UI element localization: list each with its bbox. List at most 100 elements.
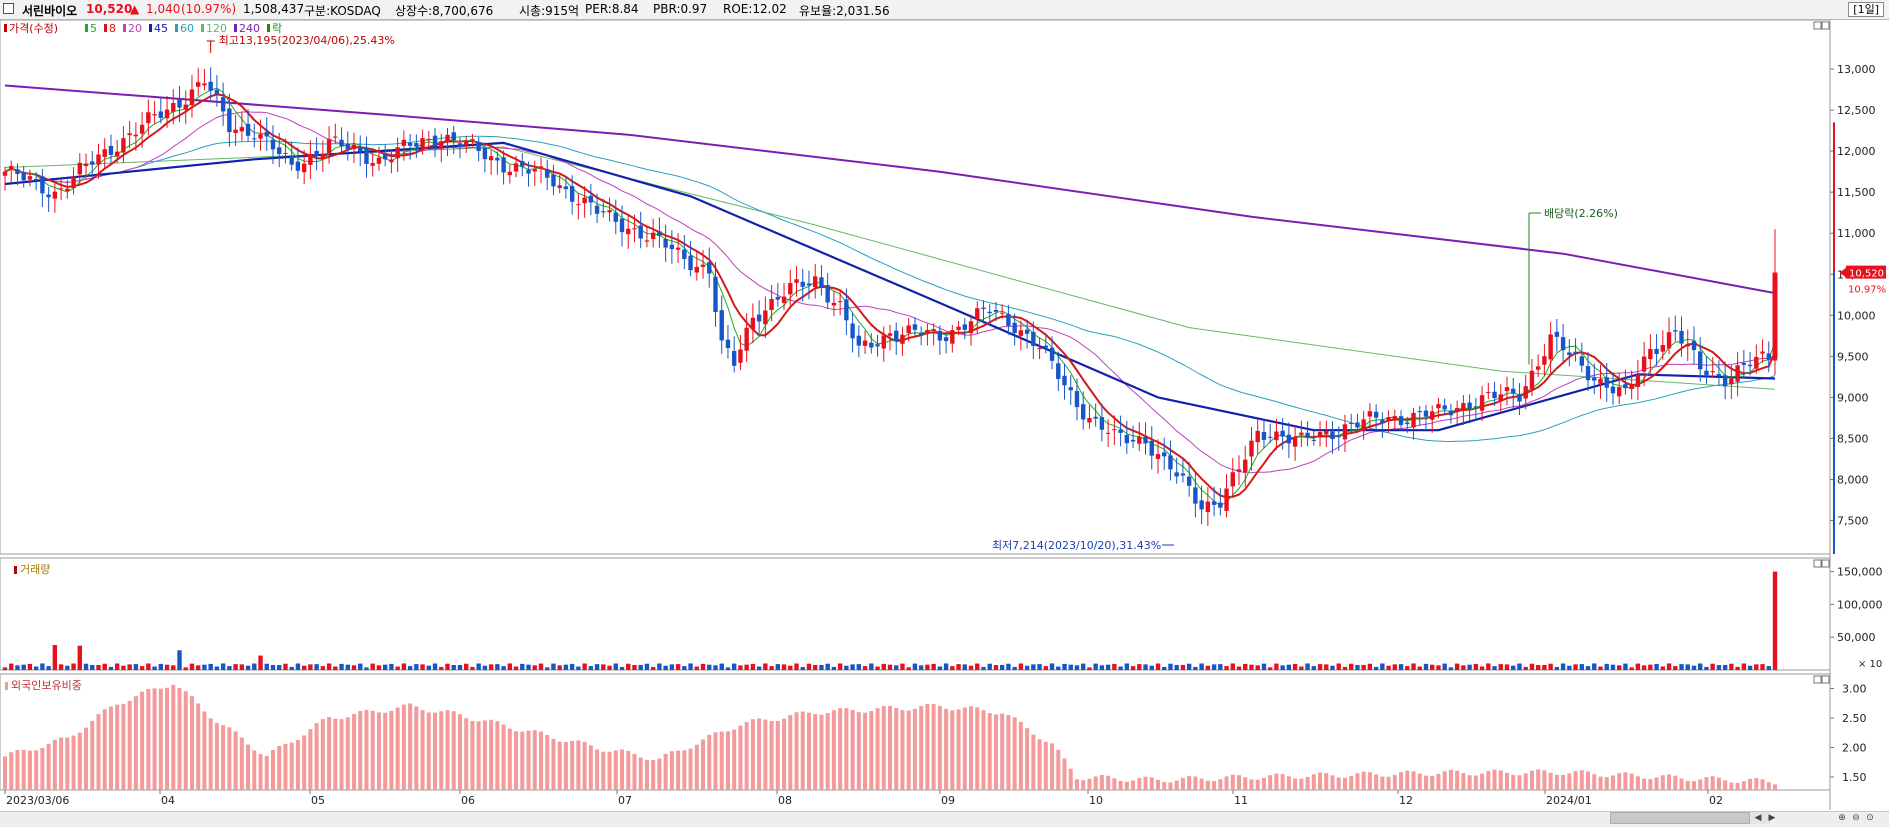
zoom-reset-icon[interactable]: ⊙: [1866, 813, 1874, 823]
candle-body: [1243, 459, 1248, 473]
candle-body: [1149, 440, 1154, 456]
foreign-ratio-bar: [258, 754, 263, 790]
foreign-ratio-bar: [133, 696, 138, 790]
foreign-ratio-bar: [794, 712, 799, 790]
candle-body: [1155, 454, 1161, 459]
volume-bar: [320, 666, 326, 670]
candle-body: [1573, 351, 1578, 355]
candle-body: [65, 188, 70, 191]
candle-body: [1280, 430, 1285, 437]
foreign-ratio-bar: [1667, 774, 1672, 790]
period-selector-button[interactable]: [1일]: [1848, 2, 1884, 17]
volume-bar: [420, 664, 425, 670]
foreign-ratio-bar: [688, 748, 693, 790]
volume-axis-label: 150,000: [1837, 566, 1883, 579]
zoom-in-icon[interactable]: ⊕: [1838, 813, 1846, 823]
foreign-ratio-bar: [1037, 739, 1042, 790]
volume-bar: [644, 663, 650, 670]
foreign-ratio-bar: [426, 712, 431, 790]
volume-bar: [513, 666, 519, 670]
candle-body: [158, 111, 164, 118]
foreign-ratio-bar: [725, 731, 730, 790]
volume-bar: [981, 666, 986, 670]
foreign-ratio-bar: [1230, 774, 1235, 790]
scroll-left-icon[interactable]: ◀: [1754, 813, 1762, 823]
candle-body: [58, 188, 64, 190]
candle-body: [152, 114, 157, 116]
legend-label: 락: [272, 22, 282, 35]
volume-bar: [975, 663, 980, 670]
volume-bar: [912, 663, 918, 670]
foreign-ratio-bar: [1561, 775, 1566, 790]
zoom-out-icon[interactable]: ⊖: [1852, 813, 1860, 823]
panel-minimize-icon: [1813, 21, 1822, 30]
price-axis-label: 11,500: [1837, 186, 1876, 199]
candle-body: [171, 103, 176, 112]
legend-label: 45: [154, 22, 168, 35]
foreign-ratio-bar: [1529, 770, 1534, 790]
scroll-right-icon[interactable]: ▶: [1768, 813, 1776, 823]
volume-bar: [881, 663, 886, 670]
volume-bar: [538, 663, 544, 670]
volume-bar: [258, 655, 263, 670]
foreign-ratio-bar: [1374, 774, 1379, 790]
volume-bar: [906, 667, 911, 670]
volume-bar: [183, 667, 188, 670]
candle-body: [364, 148, 369, 164]
ma20-line: [4, 111, 1776, 474]
candle-body: [1641, 356, 1647, 372]
candle-body: [146, 112, 151, 124]
candle-body: [1461, 403, 1466, 411]
volume-bar: [1548, 663, 1553, 670]
candle-body: [1616, 387, 1622, 397]
candle-body: [725, 339, 731, 349]
foreign-axis-label: 2.50: [1842, 712, 1867, 725]
volume-bar: [1087, 667, 1092, 670]
volume-bar: [613, 663, 618, 670]
candle-body: [308, 154, 313, 165]
foreign-ratio-bar: [1430, 775, 1435, 790]
foreign-ratio-bar: [115, 704, 120, 790]
foreign-ratio-bar: [252, 750, 257, 790]
candle-body: [1660, 345, 1666, 352]
candle-body: [756, 314, 762, 322]
candle-body: [619, 218, 625, 233]
volume-bar: [1168, 663, 1173, 670]
volume-bar: [1411, 663, 1416, 670]
candle-body: [1467, 402, 1472, 409]
foreign-ratio-bar: [1704, 777, 1709, 790]
candle-body: [470, 139, 475, 141]
volume-bar: [694, 666, 699, 670]
foreign-ratio-bar: [1124, 781, 1129, 790]
toggle-checkbox[interactable]: [3, 3, 14, 14]
volume-bar: [1629, 667, 1634, 670]
candle-body: [1311, 439, 1317, 441]
candle-body: [208, 81, 213, 91]
candle-body: [495, 157, 500, 161]
volume-bar: [669, 664, 675, 670]
candle-body: [1523, 386, 1528, 399]
scrollbar-thumb[interactable]: [1610, 812, 1750, 824]
volume-bar: [950, 666, 955, 670]
foreign-ratio-bar: [1355, 773, 1360, 790]
candle-body: [463, 141, 469, 146]
candle-body: [1423, 410, 1429, 417]
candle-body: [501, 157, 506, 173]
foreign-ratio-bar: [1349, 775, 1354, 790]
candle-body: [1087, 418, 1092, 423]
volume-bar: [1498, 664, 1503, 670]
foreign-ratio-bar: [295, 740, 300, 790]
foreign-ratio-bar: [1673, 775, 1678, 790]
foreign-ratio-bar: [1685, 780, 1690, 790]
volume-bar: [1436, 665, 1441, 670]
foreign-ratio-bar: [1249, 779, 1254, 790]
foreign-ratio-bar: [227, 727, 232, 790]
candle-body: [1604, 377, 1609, 388]
volume-bar: [1666, 663, 1672, 670]
foreign-ratio-bar: [1162, 782, 1167, 790]
candle-body: [526, 169, 531, 174]
volume-bar: [21, 664, 26, 670]
panel-close-icon: [1821, 559, 1830, 568]
foreign-ratio-bar: [102, 709, 107, 790]
candle-body: [177, 99, 182, 108]
